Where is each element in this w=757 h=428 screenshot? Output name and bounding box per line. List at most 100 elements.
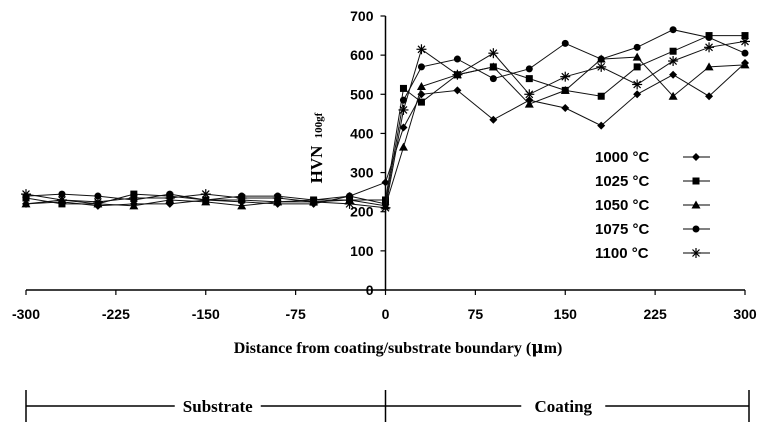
data-point (668, 91, 678, 100)
data-point (633, 43, 641, 51)
data-point (129, 201, 139, 210)
x-axis-label-mu: μ (531, 338, 543, 358)
data-point (382, 196, 389, 204)
data-point (128, 193, 139, 204)
data-point (704, 42, 715, 53)
y-axis-label-main: HVN (307, 145, 326, 184)
y-axis-ticks: 0 100 200 300 400 500 600 700 (350, 8, 386, 298)
data-point (164, 193, 175, 204)
x-tick-label: -225 (102, 306, 130, 322)
x-tick-label: -300 (12, 306, 40, 322)
y-tick-label: 400 (350, 125, 374, 141)
region-bracket: Substrate Coating (25, 390, 750, 422)
data-point (453, 55, 461, 63)
data-point (741, 49, 749, 57)
data-point (633, 63, 641, 71)
y-tick-label: 0 (366, 282, 374, 298)
y-tick-label: 500 (350, 86, 374, 102)
data-point (344, 198, 355, 209)
data-point (202, 196, 210, 204)
data-point (398, 104, 409, 115)
x-tick-label: 150 (554, 306, 578, 322)
data-point (669, 70, 678, 79)
y-tick-label: 100 (350, 243, 374, 259)
data-point (741, 32, 749, 40)
data-point (705, 34, 713, 42)
data-point (58, 190, 66, 198)
data-point (692, 225, 700, 233)
data-point (489, 75, 497, 83)
data-point (346, 192, 354, 200)
data-point (633, 90, 642, 99)
data-point (597, 55, 605, 63)
region-label: Substrate (183, 397, 253, 416)
data-point (380, 202, 391, 213)
data-point (416, 81, 426, 90)
series-line (25, 56, 746, 207)
x-axis-label: Distance from coating/substrate boundary… (234, 338, 563, 358)
y-tick-label: 300 (350, 165, 374, 181)
y-tick-label: 200 (350, 204, 374, 220)
x-tick-label: -75 (286, 306, 306, 322)
data-point (692, 153, 700, 161)
data-point (92, 196, 103, 207)
series-line (25, 29, 746, 205)
x-tick-label: 75 (468, 306, 484, 322)
region-label: Coating (534, 397, 592, 416)
data-point (21, 199, 31, 208)
x-axis-label-unit: m) (544, 340, 563, 357)
data-point (525, 75, 533, 83)
x-tick-label: -150 (192, 306, 220, 322)
data-point (236, 193, 247, 204)
data-point (417, 63, 425, 71)
data-point (692, 177, 700, 185)
data-point (705, 92, 714, 101)
data-point (308, 196, 319, 207)
data-point (416, 44, 427, 55)
data-point (560, 85, 570, 94)
data-point (21, 189, 31, 200)
data-point (632, 79, 643, 90)
x-tick-label: 0 (382, 306, 390, 322)
data-point (596, 61, 607, 72)
data-point (597, 92, 605, 100)
data-point (381, 178, 390, 187)
data-point (524, 99, 534, 108)
data-point (200, 189, 211, 200)
series-layer (21, 26, 750, 213)
x-tick-label: 225 (643, 306, 667, 322)
data-point (740, 36, 750, 47)
data-point (524, 89, 535, 100)
legend-label: 1100 °C (595, 245, 649, 262)
data-point (489, 115, 498, 124)
data-point (669, 26, 677, 34)
data-point (560, 71, 571, 82)
data-point (56, 194, 67, 205)
data-point (669, 47, 677, 55)
y-tick-label: 600 (350, 47, 374, 63)
data-point (488, 48, 499, 59)
data-point (632, 52, 642, 61)
data-point (452, 69, 463, 80)
data-point (668, 56, 679, 67)
x-axis-label-main: Distance from coating/substrate boundary… (234, 340, 531, 357)
x-axis-ticks: -300 -225 -150 -75 0 75 150 225 300 (12, 290, 757, 322)
series-line (25, 62, 746, 207)
data-point (399, 123, 408, 132)
legend-label: 1000 °C (595, 149, 650, 166)
data-point (740, 60, 750, 69)
data-point (691, 248, 701, 258)
data-point (525, 65, 533, 73)
y-tick-label: 700 (350, 8, 374, 24)
legend-label: 1075 °C (595, 221, 650, 238)
data-point (488, 62, 498, 71)
data-point (453, 86, 462, 95)
data-point (561, 39, 569, 47)
data-point (417, 98, 425, 106)
legend-label: 1050 °C (595, 197, 650, 214)
y-axis-label: HVN 100gf (307, 112, 326, 183)
data-point (94, 192, 102, 200)
data-point (597, 121, 606, 130)
data-point (704, 62, 714, 71)
